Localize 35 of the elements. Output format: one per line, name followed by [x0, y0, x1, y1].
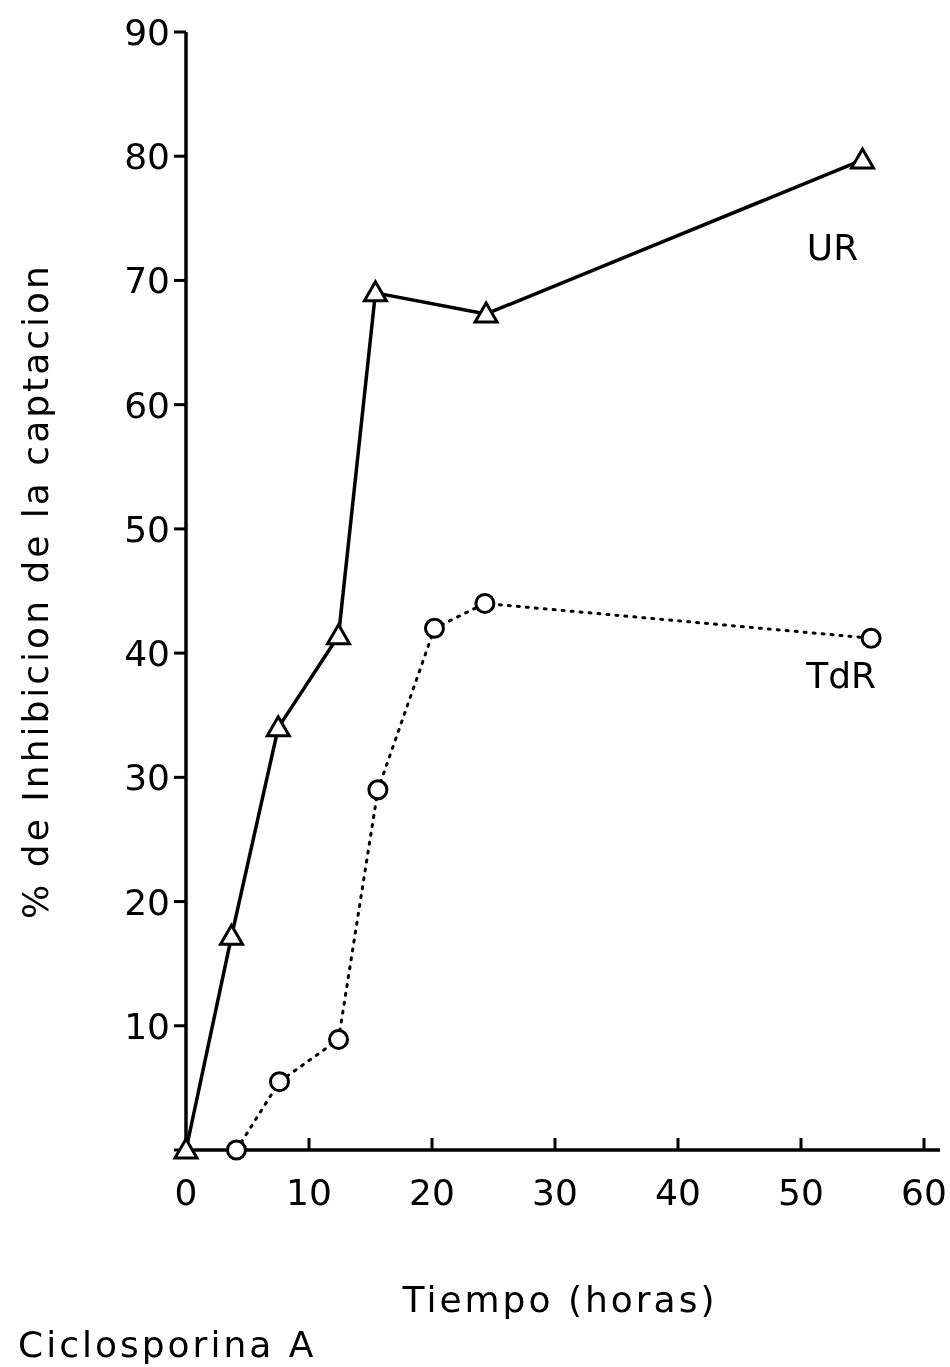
x-tick-label: 30 [532, 1172, 578, 1213]
y-tick-label: 80 [124, 136, 170, 178]
y-tick-label: 60 [124, 384, 170, 426]
point [265, 715, 291, 738]
y-tick-label: 20 [124, 881, 170, 923]
point [173, 1137, 199, 1160]
point [474, 592, 496, 614]
point [225, 1139, 247, 1161]
x-tick-label: 0 [174, 1172, 198, 1213]
point [268, 1071, 290, 1093]
y-tick-label: 10 [124, 1005, 170, 1047]
y-tick-label: 30 [124, 757, 170, 799]
point [362, 280, 388, 303]
point [423, 617, 445, 639]
point [328, 1028, 350, 1050]
point [850, 147, 876, 170]
x-tick-label: 60 [901, 1172, 947, 1213]
series-label: TdR [805, 655, 877, 697]
y-tick-label: 40 [124, 633, 170, 675]
point [473, 301, 499, 324]
x-tick-label: 50 [778, 1172, 824, 1213]
y-tick-label: 50 [124, 508, 170, 550]
point [860, 627, 882, 649]
point [326, 623, 352, 646]
x-tick-label: 20 [409, 1172, 455, 1213]
series-label: UR [806, 226, 859, 268]
point [219, 923, 245, 946]
y-tick-label: 70 [124, 260, 170, 302]
text: Ciclosporina A [18, 1324, 317, 1365]
point [367, 779, 389, 801]
x-tick-label: 10 [286, 1172, 332, 1213]
y-tick-label: 90 [124, 12, 170, 53]
x-tick-label: 40 [655, 1172, 701, 1213]
y-axis-title: % de Inhibicion de la captacion [15, 263, 56, 919]
x-axis-title: Tiempo (horas) [401, 1279, 718, 1320]
